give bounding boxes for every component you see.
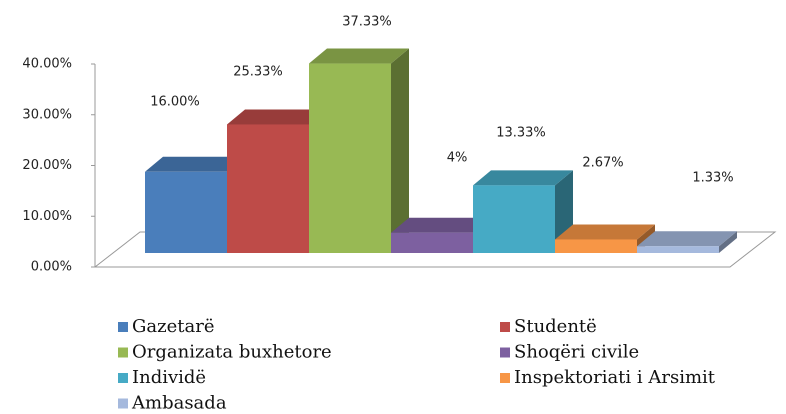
bar-side bbox=[719, 231, 737, 253]
legend-label: Ambasada bbox=[131, 393, 227, 414]
bar-top bbox=[555, 224, 655, 240]
legend-swatch bbox=[500, 347, 510, 358]
value-label: 4% bbox=[447, 151, 468, 166]
bar bbox=[227, 124, 309, 253]
bar bbox=[637, 246, 719, 253]
bar bbox=[555, 239, 637, 253]
legend-label: Shoqëri civile bbox=[514, 342, 639, 363]
bar-top bbox=[637, 231, 737, 247]
bar-top bbox=[145, 156, 245, 172]
legend-label: Gazetarë bbox=[132, 316, 214, 337]
bar-top bbox=[227, 109, 327, 125]
legend-swatch bbox=[118, 322, 128, 332]
legend-label: Individë bbox=[132, 367, 206, 388]
y-tick-label: 20.00% bbox=[22, 158, 72, 173]
legend-swatch bbox=[500, 373, 510, 383]
legend-swatch bbox=[118, 373, 128, 383]
bar-top bbox=[473, 170, 573, 186]
value-label: 37.33% bbox=[342, 15, 392, 30]
legend-label: Inspektoriati i Arsimit bbox=[514, 367, 716, 388]
bar bbox=[473, 185, 555, 253]
legend-swatch bbox=[118, 347, 128, 358]
value-label: 1.33% bbox=[692, 171, 733, 186]
bar bbox=[309, 63, 391, 254]
floor bbox=[94, 64, 777, 268]
y-tick-label: 10.00% bbox=[22, 209, 72, 224]
value-label: 2.67% bbox=[582, 156, 623, 171]
legend-swatch bbox=[500, 322, 510, 332]
bar-top bbox=[309, 48, 409, 64]
bar bbox=[145, 171, 227, 253]
legend-swatch bbox=[118, 398, 128, 409]
legend-label: Organizata buxhetore bbox=[132, 342, 332, 363]
value-label: 16.00% bbox=[150, 95, 200, 110]
bar-top bbox=[391, 217, 491, 233]
y-tick-label: 30.00% bbox=[22, 107, 72, 122]
bar bbox=[391, 232, 473, 253]
y-tick-label: 0.00% bbox=[31, 260, 72, 275]
value-label: 25.33% bbox=[233, 65, 283, 80]
value-label: 13.33% bbox=[496, 126, 546, 141]
bar-side bbox=[391, 48, 409, 254]
y-tick-label: 40.00% bbox=[22, 57, 72, 72]
legend-label: Studentë bbox=[514, 316, 597, 337]
